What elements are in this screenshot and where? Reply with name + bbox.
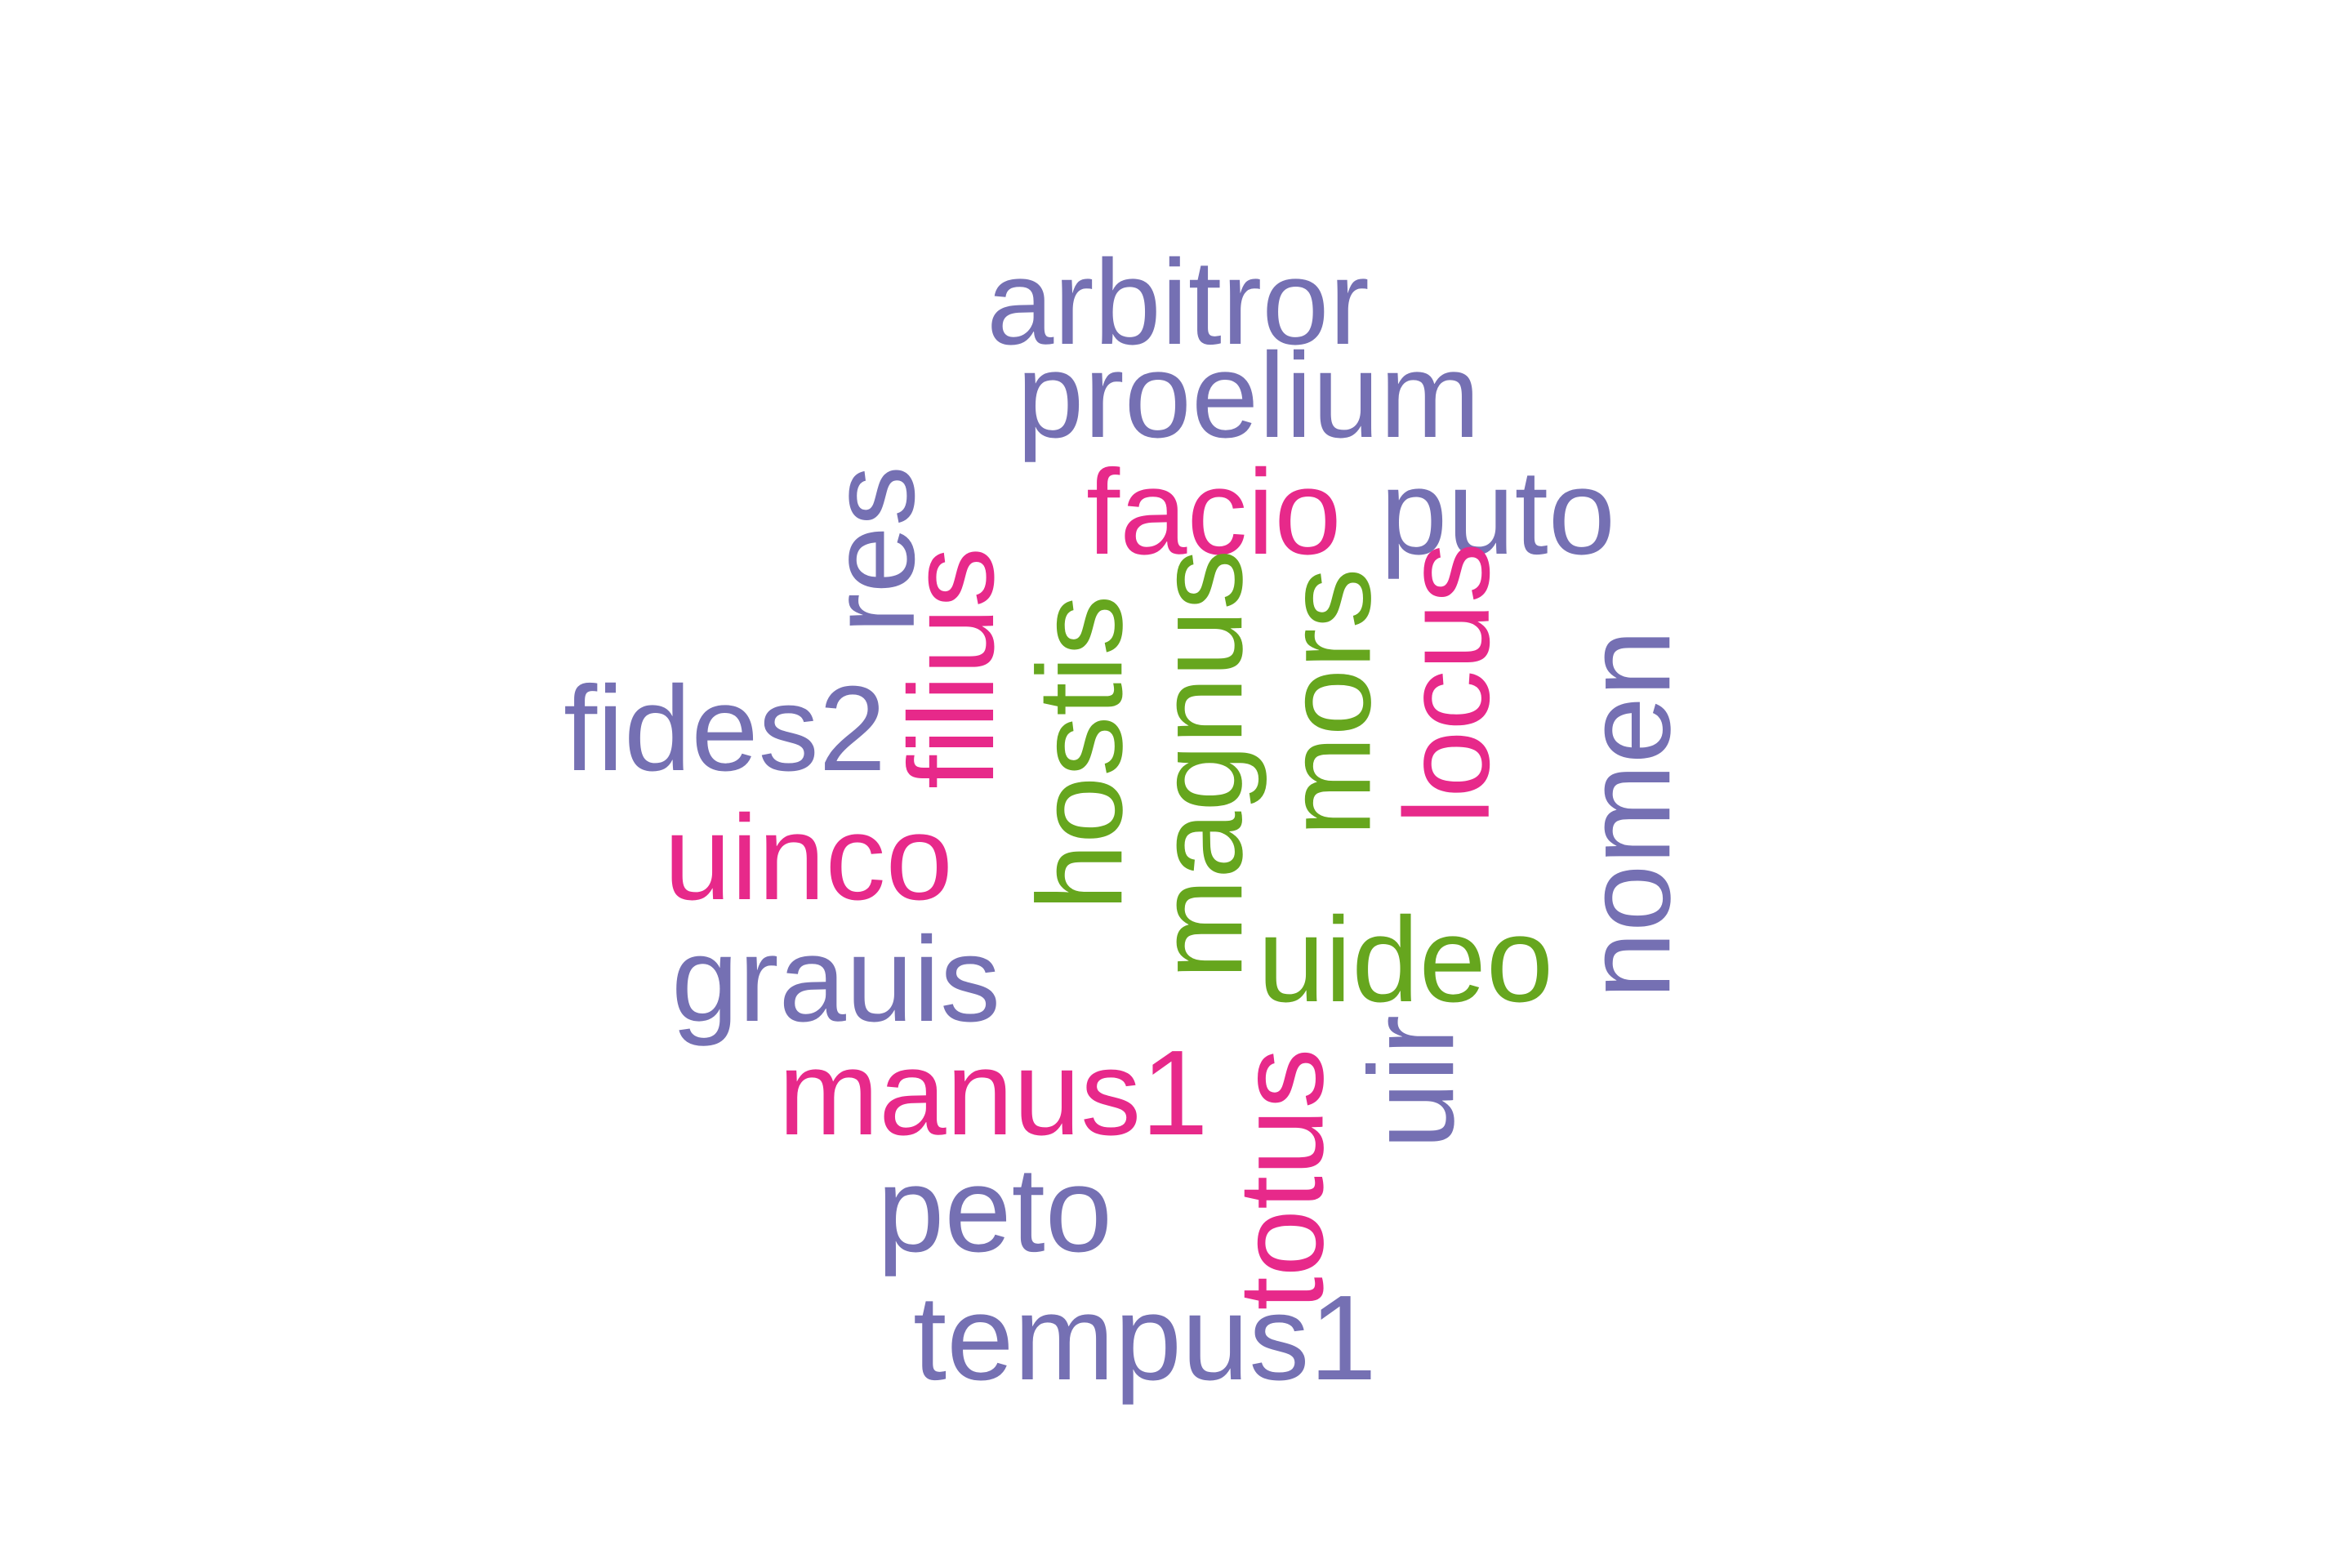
word-proelium: proelium xyxy=(1017,328,1481,463)
word-peto: peto xyxy=(877,1143,1113,1277)
word-tempus1: tempus1 xyxy=(913,1271,1377,1405)
word-manus1: manus1 xyxy=(778,1026,1209,1160)
word-filius: filius xyxy=(884,546,1020,790)
word-uideo: uideo xyxy=(1258,893,1554,1027)
word-fides2: fides2 xyxy=(564,662,886,796)
word-nomen: nomen xyxy=(1561,629,1696,1000)
word-grauis: grauis xyxy=(671,912,1001,1047)
word-uir: uir xyxy=(1344,1014,1480,1150)
word-magnus: magnus xyxy=(1133,549,1268,980)
word-puto: puto xyxy=(1380,445,1616,580)
word-mors: mors xyxy=(1261,568,1396,837)
word-arbitror: arbitror xyxy=(987,235,1370,370)
word-facio: facio xyxy=(1086,445,1342,580)
word-locus: locus xyxy=(1379,542,1515,825)
word-hostis: hostis xyxy=(1013,595,1148,911)
word-uinco: uinco xyxy=(664,791,953,925)
